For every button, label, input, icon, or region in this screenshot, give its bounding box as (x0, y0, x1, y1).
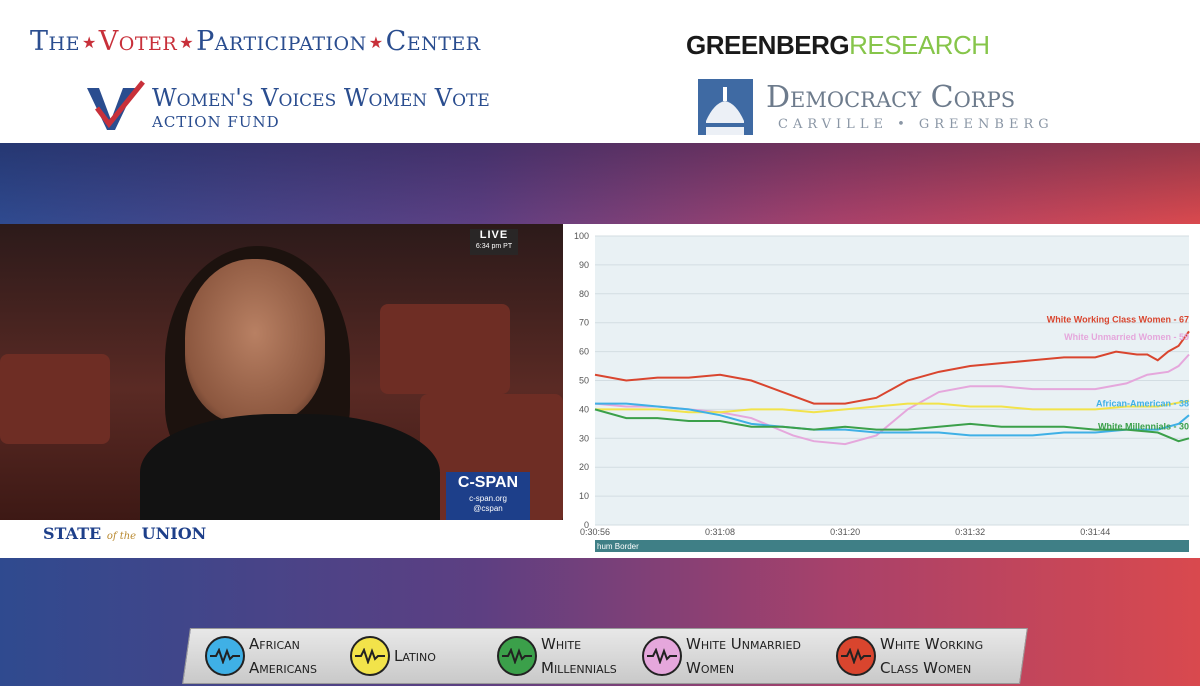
legend-label: African Americans (249, 635, 318, 677)
live-badge: LIVE 6:34 pm PT (470, 229, 518, 255)
series-line-4 (594, 408, 1190, 443)
wvwv-subtitle: Action Fund (152, 113, 280, 131)
y-tick-label: 70 (579, 318, 589, 328)
x-tick-label: 0:31:08 (705, 527, 735, 537)
y-tick-label: 10 (579, 491, 589, 501)
state-of-the-union-logo: STATE of the UNION (43, 524, 207, 543)
capitol-dome-icon (698, 79, 753, 135)
y-tick-label: 60 (579, 347, 589, 357)
video-feed: LIVE 6:34 pm PT C-SPAN c-span.org @cspan (0, 224, 563, 524)
legend-item: African Americans (205, 632, 317, 680)
series-label: White Unmarried Women - 59 (1064, 332, 1189, 342)
series-label: African-American - 38 (1096, 399, 1189, 409)
voter-participation-center-logo: The ★Voter ★Participation ★Center (30, 26, 481, 57)
annotation-label: hum Border (597, 542, 639, 551)
y-tick-label: 0 (584, 520, 589, 530)
legend-label: White Working Class Women (880, 635, 984, 677)
dial-chart-panel: 0 10 20 30 40 50 60 70 80 90 100 0:30:56 0:31:08 0:31… (563, 224, 1200, 558)
pulse-icon (205, 636, 245, 676)
wvwv-title: Women's Voices Women Vote (152, 84, 490, 112)
cspan-bug: C-SPAN c-span.org @cspan (446, 472, 530, 520)
legend-item: Latino (350, 632, 436, 680)
sotu-bar (0, 520, 563, 558)
legend-item: White Millennials (497, 632, 617, 680)
chamber-seat (0, 354, 110, 444)
series-label: White Working Class Women - 67 (1047, 315, 1189, 325)
legend-label: White Millennials (541, 635, 617, 677)
speaker-face (185, 259, 325, 424)
series-label: White Millennials - 30 (1098, 422, 1189, 432)
y-tick-label: 90 (579, 260, 589, 270)
speaker-body (140, 414, 440, 524)
y-tick-label: 40 (579, 404, 589, 414)
legend-label: White Unmarried Women (686, 635, 801, 677)
dial-chart: 0 10 20 30 40 50 60 70 80 90 100 0:30:56 0:31:08 0:31… (574, 231, 1190, 552)
x-tick-label: 0:31:44 (1080, 527, 1110, 537)
series-line-0 (594, 330, 1190, 405)
wvwv-check-logo-icon (87, 80, 145, 130)
chamber-seat (380, 304, 510, 394)
x-tick-label: 0:30:56 (580, 527, 610, 537)
y-tick-label: 20 (579, 462, 589, 472)
democracy-corps-title: Democracy Corps (766, 80, 1016, 115)
pulse-icon (350, 636, 390, 676)
greenberg-research-logo: GREENBERGRESEARCH (686, 30, 990, 60)
series-line-2 (595, 399, 1190, 414)
x-tick-label: 0:31:20 (830, 527, 860, 537)
y-tick-label: 30 (579, 433, 589, 443)
annotation-bar (595, 540, 1189, 552)
y-tick-label: 50 (579, 376, 589, 386)
background-band-shade (0, 143, 1200, 223)
sponsor-header: The ★Voter ★Participation ★Center Women's V… (0, 0, 1200, 143)
legend-label: Latino (394, 647, 436, 665)
pulse-icon (642, 636, 682, 676)
y-tick-label: 100 (574, 231, 589, 241)
legend-item: White Unmarried Women (642, 632, 801, 680)
y-tick-label: 80 (579, 289, 589, 299)
x-tick-label: 0:31:32 (955, 527, 985, 537)
pulse-icon (497, 636, 537, 676)
democracy-corps-subtitle: CARVILLE • GREENBERG (778, 117, 1054, 132)
pulse-icon (836, 636, 876, 676)
legend-item: White Working Class Women (836, 632, 983, 680)
